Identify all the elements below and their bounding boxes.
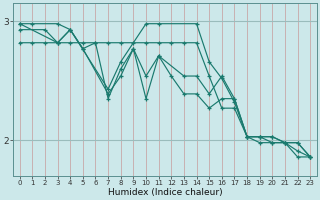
- X-axis label: Humidex (Indice chaleur): Humidex (Indice chaleur): [108, 188, 222, 197]
